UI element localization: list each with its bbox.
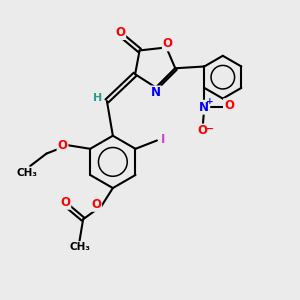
Text: O: O [58, 139, 68, 152]
Text: N: N [199, 101, 209, 114]
Text: O: O [60, 196, 70, 209]
Text: CH₃: CH₃ [16, 168, 37, 178]
Text: O: O [224, 99, 234, 112]
Text: H: H [93, 93, 102, 103]
Text: O: O [91, 198, 101, 211]
Text: CH₃: CH₃ [69, 242, 90, 252]
Text: O: O [115, 26, 125, 39]
Text: O: O [163, 38, 173, 50]
Text: I: I [161, 133, 166, 146]
Text: N: N [151, 86, 161, 99]
Text: +: + [206, 98, 214, 106]
Text: −: − [205, 124, 214, 134]
Text: O: O [198, 124, 208, 137]
